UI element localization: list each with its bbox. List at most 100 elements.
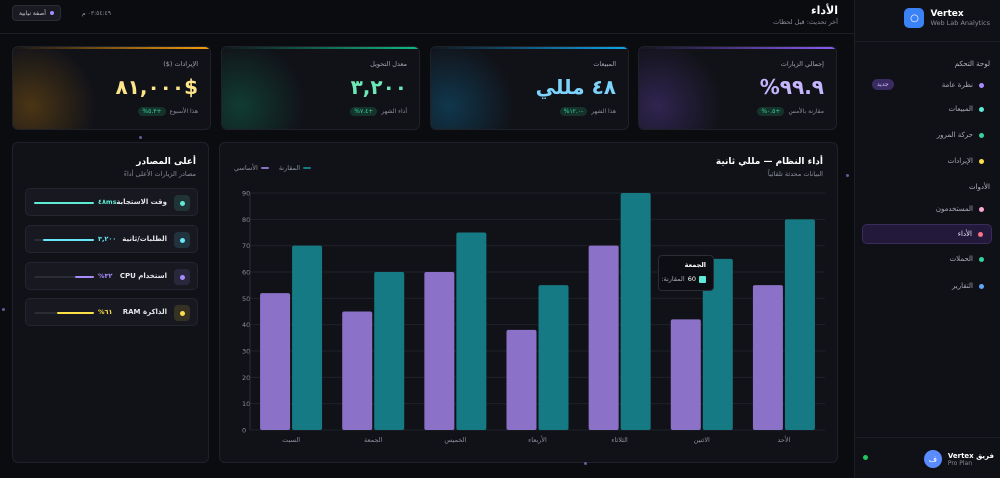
sidebar-item-sales[interactable]: المبيعات xyxy=(862,99,992,119)
source-row[interactable]: استخدام CPU ٣٢% xyxy=(25,262,198,290)
sidebar-divider xyxy=(854,41,1000,42)
bar-comparison[interactable] xyxy=(292,245,323,430)
team-profile[interactable]: فريق Vertex Pro Plan ف xyxy=(923,450,994,468)
kpi-accent-bar xyxy=(639,47,836,49)
sidebar-item-label: الإيرادات xyxy=(947,157,973,165)
sidebar-item-revenue[interactable]: الإيرادات xyxy=(862,151,992,171)
bar-comparison[interactable] xyxy=(374,272,405,430)
brand[interactable]: Vertex Web Lab Analytics ○ xyxy=(904,8,990,28)
bar-baseline[interactable] xyxy=(342,311,373,431)
reports-dot-icon xyxy=(979,283,984,289)
kpi-value: ٩٩.٩% xyxy=(759,75,824,99)
source-row[interactable]: الطلبات/ثانية ٣,٢٠٠ xyxy=(25,225,198,253)
y-tick-label: 80 xyxy=(242,216,250,224)
kpi-card-conversion-rate[interactable]: معدل التحويل ٣,٢٠٠ أداء الشهر +٧.٤% xyxy=(221,46,420,130)
sidebar-item-campaigns[interactable]: الحملات xyxy=(862,249,992,269)
legend-item-baseline[interactable]: الأساسي xyxy=(234,164,269,172)
sidebar-item-reports[interactable]: التقارير xyxy=(862,276,992,296)
source-progress-fill xyxy=(43,239,94,241)
y-tick-label: 70 xyxy=(242,242,250,250)
source-value: ٣,٢٠٠ xyxy=(98,235,117,243)
sidebar-item-label: الأداء xyxy=(957,230,972,238)
theme-toggle-button[interactable]: أصفة نيابية xyxy=(12,5,61,21)
y-tick-label: 30 xyxy=(242,348,250,356)
source-value: ٦١% xyxy=(98,308,113,316)
tooltip-swatch xyxy=(699,275,706,283)
source-value: ٤٨ms xyxy=(98,198,117,206)
x-tick-label: الاثنين xyxy=(694,436,710,444)
source-label: الذاكرة RAM xyxy=(122,308,167,316)
sidebar-item-overview[interactable]: نظرة عامة جديد xyxy=(862,75,992,95)
x-tick-label: الأحد xyxy=(777,435,790,444)
sidebar-item-label: المبيعات xyxy=(948,105,973,113)
sidebar-section-tools: الأدوات xyxy=(969,183,990,191)
bar-baseline[interactable] xyxy=(752,285,783,430)
campaigns-dot-icon xyxy=(979,256,984,262)
y-tick-label: 60 xyxy=(242,269,250,277)
last-updated-text: آخر تحديث: قبل لحظات xyxy=(772,18,838,26)
kpi-glow xyxy=(639,47,729,129)
bar-baseline[interactable] xyxy=(670,319,701,430)
kpi-value: $٨١,٠٠٠ xyxy=(115,75,198,99)
sidebar-item-performance[interactable]: الأداء xyxy=(862,224,992,244)
sidebar-item-label: المستخدمون xyxy=(935,205,973,213)
kpi-accent-bar xyxy=(13,47,210,49)
new-badge: جديد xyxy=(872,79,894,90)
kpi-card-total-visits[interactable]: إجمالي الزيارات ٩٩.٩% مقارنة بالأمس +٠.٥% xyxy=(638,46,837,130)
source-progress-track xyxy=(34,239,94,241)
kpi-delta: أداء الشهر +٧.٤% xyxy=(350,107,407,116)
kpi-glow xyxy=(431,47,521,129)
y-tick-label: 10 xyxy=(242,400,250,408)
delta-badge: +٧.٤% xyxy=(350,107,378,116)
bar-comparison[interactable] xyxy=(456,232,487,431)
bar-comparison[interactable] xyxy=(538,285,569,430)
source-row[interactable]: الذاكرة RAM ٦١% xyxy=(25,298,198,326)
kpi-note: هذا الشهر xyxy=(591,108,616,115)
bar-comparison[interactable] xyxy=(620,193,651,430)
delta-badge: +٥.٣% xyxy=(138,107,166,116)
source-progress-track xyxy=(34,312,94,314)
source-progress-fill xyxy=(34,202,94,204)
team-name: فريق Vertex xyxy=(947,451,994,460)
kpi-label: المبيعات xyxy=(593,60,616,68)
chart-title: أداء النظام — مللي ثانية xyxy=(715,157,823,167)
decorative-dot xyxy=(584,462,587,465)
bar-baseline[interactable] xyxy=(588,245,619,430)
bar-baseline[interactable] xyxy=(506,329,537,430)
kpi-delta: هذا الشهر -١٢.٠% xyxy=(559,107,616,116)
performance-chart-panel: أداء النظام — مللي ثانية البيانات محدثة … xyxy=(219,142,838,463)
top-sources-panel: أعلى المصادر مصادر الزيارات الأعلى أداءً… xyxy=(12,142,209,463)
kpi-delta: هذا الأسبوع +٥.٣% xyxy=(138,107,198,116)
online-status-icon xyxy=(863,455,868,460)
delta-badge: -١٢.٠% xyxy=(559,107,588,116)
bar-baseline[interactable] xyxy=(260,293,291,430)
bar-comparison[interactable] xyxy=(784,219,815,430)
tooltip-title: الجمعة xyxy=(684,261,706,269)
brand-subtitle: Web Lab Analytics xyxy=(930,19,990,27)
kpi-note: هذا الأسبوع xyxy=(169,108,199,115)
kpi-value: ٤٨ مللي xyxy=(535,75,616,99)
kpi-card-revenue[interactable]: الإيرادات ($) $٨١,٠٠٠ هذا الأسبوع +٥.٣% xyxy=(12,46,211,130)
users-dot-icon xyxy=(979,206,984,212)
legend-label: المقارنة xyxy=(278,164,301,172)
x-tick-label: الأربعاء xyxy=(528,435,547,444)
source-progress-fill xyxy=(74,276,94,278)
sidebar-item-traffic[interactable]: حركة المرور xyxy=(862,125,992,145)
sidebar-section-main: لوحة التحكم xyxy=(954,60,990,68)
x-tick-label: الجمعة xyxy=(364,436,383,444)
decorative-dot xyxy=(139,136,142,139)
kpi-card-sales[interactable]: المبيعات ٤٨ مللي هذا الشهر -١٢.٠% xyxy=(430,46,629,130)
bar-comparison[interactable] xyxy=(702,258,733,430)
source-row[interactable]: وقت الاستجابة ٤٨ms xyxy=(25,188,198,216)
theme-toggle-label: أصفة نيابية xyxy=(19,9,46,17)
sidebar-item-users[interactable]: المستخدمون xyxy=(862,199,992,219)
sales-dot-icon xyxy=(979,106,984,112)
bar-baseline[interactable] xyxy=(424,272,455,430)
sidebar-item-label: التقارير xyxy=(951,282,973,290)
kpi-glow xyxy=(222,47,312,129)
legend-item-comparison[interactable]: المقارنة xyxy=(278,164,312,172)
source-progress-track xyxy=(34,276,94,278)
overview-dot-icon xyxy=(979,82,984,88)
x-tick-label: الخميس xyxy=(444,436,466,444)
kpi-delta: مقارنة بالأمس +٠.٥% xyxy=(757,107,824,116)
